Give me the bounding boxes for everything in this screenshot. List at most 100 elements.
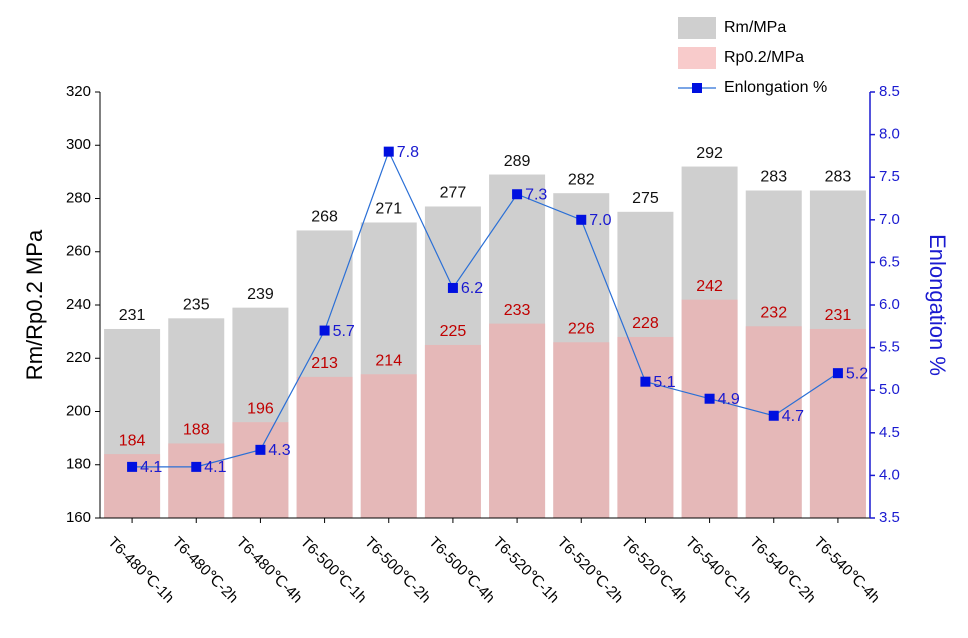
y2-tick-label: 5.5: [879, 339, 900, 356]
data-label: 7.0: [589, 212, 611, 229]
marker: [832, 368, 843, 379]
y2-tick-label: 6.5: [879, 253, 900, 270]
data-label: 4.3: [268, 442, 290, 459]
y-tick-label: 160: [66, 509, 91, 526]
bar: [489, 323, 546, 518]
bar: [424, 344, 481, 518]
marker: [512, 189, 523, 200]
data-label: 7.3: [525, 186, 547, 203]
data-label: 5.7: [333, 323, 355, 340]
x-tick-label: T6-540℃-2h: [746, 534, 819, 607]
legend-swatch: [678, 17, 716, 39]
x-tick-label: T6-480℃-1h: [104, 534, 177, 607]
legend-label: Enlongation %: [724, 79, 827, 96]
marker: [319, 325, 330, 336]
y2-tick-label: 8.5: [879, 83, 900, 100]
y-tick-label: 260: [66, 243, 91, 260]
data-label: 6.2: [461, 280, 483, 297]
legend-marker: [692, 83, 702, 93]
data-label: 4.9: [718, 391, 740, 408]
data-label: 275: [632, 190, 659, 207]
legend-swatch: [678, 47, 716, 69]
y-axis-label: Rm/Rp0.2 MPa: [22, 229, 47, 380]
y2-axis-label: Enlongation %: [925, 234, 950, 376]
bar: [168, 443, 225, 518]
y-tick-label: 200: [66, 402, 91, 419]
x-tick-label: T6-480℃-4h: [233, 534, 306, 607]
data-label: 239: [247, 286, 274, 303]
data-label: 5.1: [653, 374, 675, 391]
y2-tick-label: 4.5: [879, 424, 900, 441]
data-label: 7.8: [397, 144, 419, 161]
data-label: 196: [247, 400, 274, 417]
data-label: 225: [440, 323, 467, 340]
data-label: 231: [825, 307, 852, 324]
data-label: 282: [568, 171, 595, 188]
legend-label: Rp0.2/MPa: [724, 49, 804, 66]
data-label: 277: [440, 185, 467, 202]
line: [132, 150, 839, 468]
y2-tick-label: 3.5: [879, 509, 900, 526]
y-tick-label: 240: [66, 296, 91, 313]
y2-tick-label: 7.0: [879, 211, 900, 228]
bar: [360, 374, 417, 518]
data-label: 184: [119, 432, 146, 449]
data-label: 4.1: [140, 459, 162, 476]
data-label: 283: [760, 169, 787, 186]
marker: [447, 282, 458, 293]
marker: [383, 146, 394, 157]
bar: [553, 342, 610, 518]
data-label: 235: [183, 297, 210, 314]
data-label: 289: [504, 153, 531, 170]
bar: [681, 299, 738, 518]
bar: [745, 326, 802, 518]
data-label: 4.7: [782, 408, 804, 425]
legend-label: Rm/MPa: [724, 19, 786, 36]
y2-tick-label: 7.5: [879, 168, 900, 185]
data-label: 292: [696, 145, 723, 162]
y-tick-label: 320: [66, 83, 91, 100]
x-tick-label: T6-540℃-4h: [810, 534, 883, 607]
y2-tick-label: 5.0: [879, 381, 900, 398]
marker: [127, 461, 138, 472]
marker: [768, 410, 779, 421]
x-tick-label: T6-540℃-1h: [682, 534, 755, 607]
data-label: 213: [311, 355, 338, 372]
y-tick-label: 220: [66, 349, 91, 366]
data-label: 232: [760, 305, 787, 322]
bar: [617, 336, 674, 518]
marker: [704, 393, 715, 404]
x-tick-label: T6-500℃-4h: [425, 534, 498, 607]
y-tick-label: 180: [66, 456, 91, 473]
data-label: 268: [311, 209, 338, 226]
x-tick-label: T6-520℃-4h: [618, 534, 691, 607]
x-tick-label: T6-520℃-1h: [489, 534, 562, 607]
x-tick-label: T6-480℃-2h: [169, 534, 242, 607]
y2-tick-label: 8.0: [879, 126, 900, 143]
y2-tick-label: 4.0: [879, 466, 900, 483]
x-tick-label: T6-520℃-2h: [554, 534, 627, 607]
data-label: 188: [183, 422, 210, 439]
marker: [640, 376, 651, 387]
y-tick-label: 300: [66, 136, 91, 153]
marker: [576, 214, 587, 225]
x-tick-label: T6-500℃-1h: [297, 534, 370, 607]
data-label: 5.2: [846, 365, 868, 382]
data-label: 233: [504, 302, 531, 319]
data-label: 4.1: [204, 459, 226, 476]
bar: [232, 422, 289, 518]
data-label: 226: [568, 320, 595, 337]
y2-tick-label: 6.0: [879, 296, 900, 313]
marker: [191, 461, 202, 472]
data-label: 283: [825, 169, 852, 186]
bar: [296, 376, 353, 518]
marker: [255, 444, 266, 455]
data-label: 242: [696, 278, 723, 295]
x-tick-label: T6-500℃-2h: [361, 534, 434, 607]
data-label: 271: [375, 201, 402, 218]
data-label: 228: [632, 315, 659, 332]
y-tick-label: 280: [66, 189, 91, 206]
data-label: 214: [375, 352, 402, 369]
